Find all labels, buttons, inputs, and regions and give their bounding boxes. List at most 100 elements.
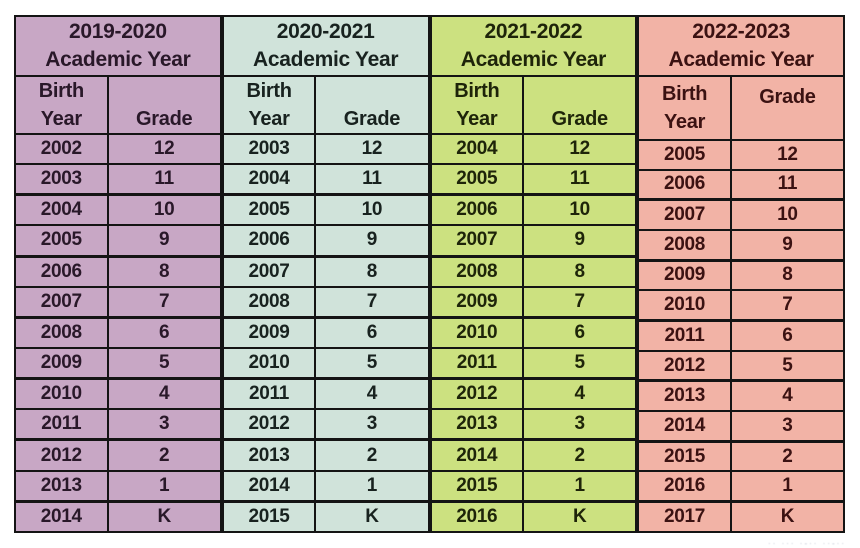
birth-year-cell: 2007 xyxy=(221,255,317,288)
table-row: 2006 11 xyxy=(637,168,846,202)
column-header-row: Birth Year Grade xyxy=(429,75,638,135)
grade-cell: K xyxy=(522,500,638,533)
academic-year-range: 2020-2021 xyxy=(276,19,375,43)
birth-year-cell: 2009 xyxy=(429,285,525,319)
column-header-row: Birth Year Grade xyxy=(637,75,846,141)
birth-label: Birth xyxy=(38,80,84,102)
table-row: 2008 9 xyxy=(637,228,846,262)
grade-cell: 11 xyxy=(522,163,638,197)
birth-year-cell: 2009 xyxy=(221,316,317,349)
birth-year-cell: 2010 xyxy=(14,377,109,411)
birth-year-cell: 2013 xyxy=(14,469,109,503)
birth-year-cell: 2010 xyxy=(429,316,525,349)
birth-year-cell: 2006 xyxy=(637,168,732,202)
table-row: 2007 8 xyxy=(221,255,430,288)
birth-year-cell: 2004 xyxy=(221,163,317,197)
table-row: 2009 5 xyxy=(14,346,222,381)
birth-year-cell: 2006 xyxy=(14,255,109,288)
grade-cell: 1 xyxy=(106,469,222,503)
grade-cell: 12 xyxy=(106,132,222,166)
group-header: 2022-2023 Academic Year xyxy=(637,15,845,77)
grade-cell: K xyxy=(729,500,846,534)
birth-year-cell: 2014 xyxy=(221,469,317,503)
grade-cell: 10 xyxy=(522,193,638,227)
table-row: 2011 4 xyxy=(221,377,430,411)
academic-year-label: Academic Year xyxy=(253,48,399,71)
grade-cell: 1 xyxy=(522,469,638,503)
table-row: 2012 4 xyxy=(429,377,638,411)
grade-cell: 6 xyxy=(522,316,638,349)
grade-cell: 2 xyxy=(522,438,638,472)
table-row: 2011 3 xyxy=(14,408,222,442)
table-row: 2014 1 xyxy=(221,469,430,503)
grade-cell: 2 xyxy=(729,440,846,473)
birth-year-cell: 2011 xyxy=(637,319,732,352)
year-label: Year xyxy=(248,108,290,130)
birth-year-cell: 2016 xyxy=(637,470,732,504)
birth-year-header: Birth Year xyxy=(221,75,317,135)
group-header-row: 2021-2022 Academic Year xyxy=(429,15,638,77)
table-row: 2017 K xyxy=(637,500,846,534)
table-row: 2015 1 xyxy=(429,469,638,503)
table-row: 2013 1 xyxy=(14,469,222,503)
birth-year-cell: 2007 xyxy=(637,198,732,231)
table-row: 2004 10 xyxy=(14,193,222,227)
table-row: 2012 2 xyxy=(14,438,222,472)
grade-header: Grade xyxy=(106,75,222,135)
academic-year-range: 2022-2023 xyxy=(692,19,790,43)
birth-year-cell: 2011 xyxy=(429,346,525,381)
group-header: 2020-2021 Academic Year xyxy=(221,15,430,77)
year-group-2019-2020: 2019-2020 Academic Year Birth Year Grade xyxy=(14,15,222,533)
table-row: 2006 9 xyxy=(221,224,430,258)
grade-cell: 8 xyxy=(729,259,846,292)
grade-cell: 11 xyxy=(314,163,430,197)
birth-year-cell: 2015 xyxy=(637,440,732,473)
table-row: 2014 2 xyxy=(429,438,638,472)
table-row: 2005 12 xyxy=(637,139,846,171)
birth-year-cell: 2013 xyxy=(429,408,525,442)
grade-cell: 1 xyxy=(314,469,430,503)
grade-cell: 3 xyxy=(106,408,222,442)
year-group-2021-2022: 2021-2022 Academic Year Birth Year Grade xyxy=(429,15,638,533)
academic-year-table-2019-2020: 2019-2020 Academic Year Birth Year Grade xyxy=(14,15,222,533)
table-row: 2002 12 xyxy=(14,132,222,166)
birth-year-cell: 2003 xyxy=(14,163,109,197)
table-row: 2003 12 xyxy=(221,132,430,166)
grade-cell: 10 xyxy=(729,198,846,231)
birth-year-cell: 2017 xyxy=(637,500,732,534)
table-row: 2012 3 xyxy=(221,408,430,442)
grade-header: Grade xyxy=(522,75,638,135)
grade-cell: 6 xyxy=(729,319,846,352)
table-row: 2009 6 xyxy=(221,316,430,349)
grade-cell: 3 xyxy=(314,408,430,442)
birth-year-cell: 2005 xyxy=(221,193,317,227)
grade-cell: 5 xyxy=(729,349,846,383)
birth-year-cell: 2006 xyxy=(429,193,525,227)
birth-year-cell: 2012 xyxy=(429,377,525,411)
table-row: 2008 7 xyxy=(221,285,430,319)
group-header-row: 2019-2020 Academic Year xyxy=(14,15,222,77)
grade-cell: 5 xyxy=(106,346,222,381)
table-row: 2013 2 xyxy=(221,438,430,472)
grade-label: Grade xyxy=(136,108,193,130)
academic-year-label: Academic Year xyxy=(460,48,606,71)
birth-year-cell: 2013 xyxy=(637,379,732,413)
grade-cell: 1 xyxy=(729,470,846,504)
grade-cell: 7 xyxy=(522,285,638,319)
grade-cell: 12 xyxy=(314,132,430,166)
birth-year-header: Birth Year xyxy=(637,75,732,141)
birth-year-cell: 2014 xyxy=(429,438,525,472)
table-wrap: 2019-2020 Academic Year Birth Year Grade xyxy=(14,15,846,534)
academic-year-table-2020-2021: 2020-2021 Academic Year Birth Year Grade xyxy=(221,15,430,533)
grade-cell: 2 xyxy=(106,438,222,472)
table-row: 2006 10 xyxy=(429,193,638,227)
birth-year-cell: 2008 xyxy=(221,285,317,319)
grade-label: Grade xyxy=(551,108,609,130)
birth-year-cell: 2012 xyxy=(14,438,109,472)
birth-year-cell: 2015 xyxy=(429,469,525,503)
grade-cell: 11 xyxy=(106,163,222,197)
grade-cell: 4 xyxy=(106,377,222,411)
group-header-row: 2020-2021 Academic Year xyxy=(221,15,430,77)
birth-year-cell: 2004 xyxy=(429,132,525,166)
